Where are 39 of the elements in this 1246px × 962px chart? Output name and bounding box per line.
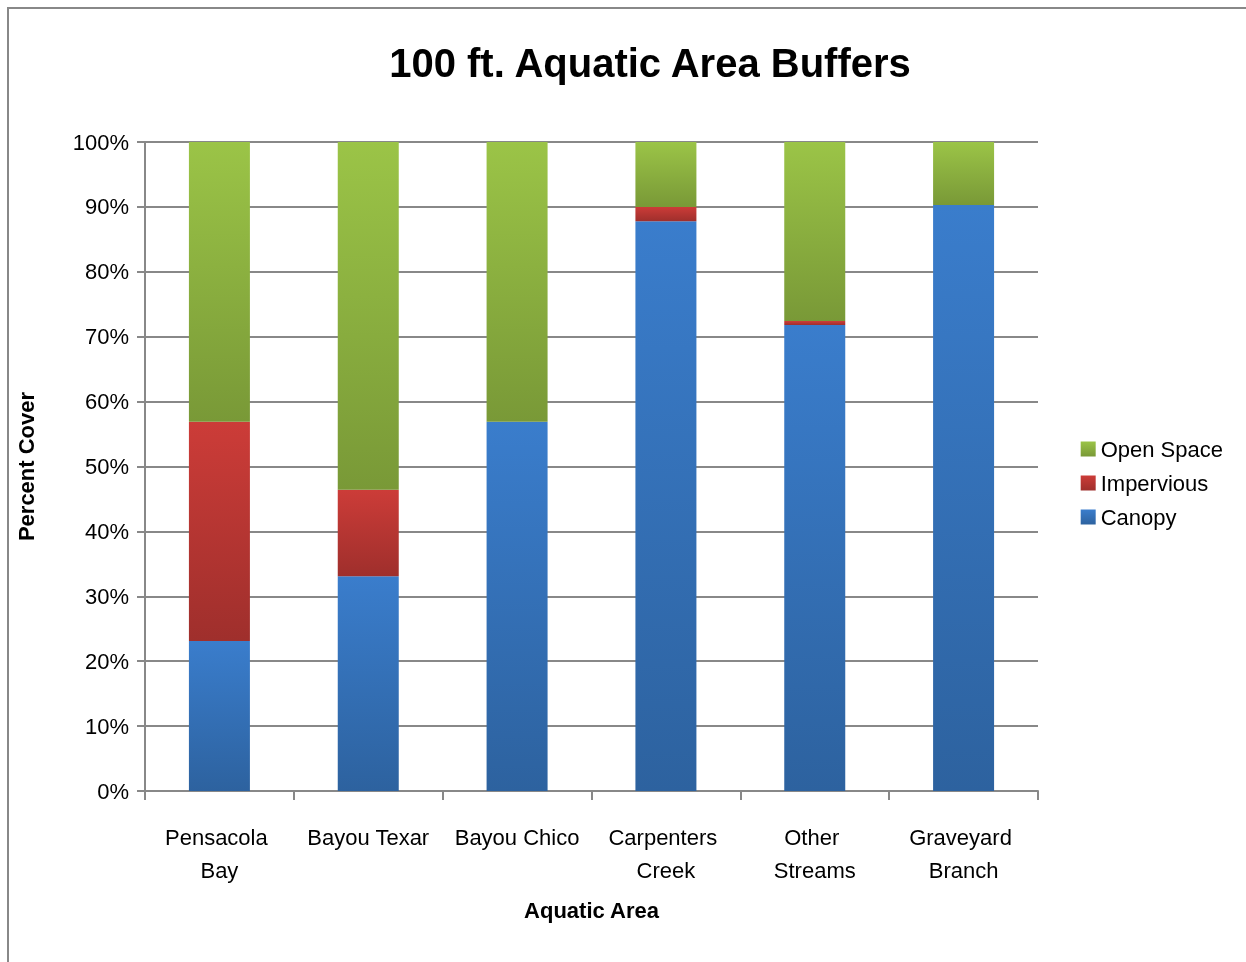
y-tick-label: 0% bbox=[97, 778, 129, 804]
bar bbox=[337, 576, 399, 791]
bar bbox=[337, 142, 399, 490]
x-tick-label: Graveyard Branch bbox=[909, 825, 1018, 883]
y-tick-label: 100% bbox=[72, 129, 129, 155]
bar bbox=[933, 204, 995, 791]
bar bbox=[635, 142, 697, 207]
x-tick-label: Carpenters Creek bbox=[608, 825, 724, 883]
bar bbox=[337, 489, 399, 577]
legend-label: Canopy bbox=[1100, 504, 1177, 530]
y-tick-label: 80% bbox=[84, 259, 129, 285]
bar bbox=[784, 325, 846, 791]
y-tick-label: 90% bbox=[84, 194, 129, 220]
bar bbox=[486, 421, 548, 791]
chart-title: 100 ft. Aquatic Area Buffers bbox=[389, 41, 911, 85]
y-tick-label: 70% bbox=[84, 324, 129, 350]
y-tick-label: 50% bbox=[84, 454, 129, 479]
y-tick-label: 10% bbox=[84, 713, 129, 739]
y-tick-label: 40% bbox=[84, 518, 129, 544]
x-tick-label: Other Streams bbox=[773, 825, 856, 883]
x-axis-title: Aquatic Area bbox=[524, 897, 660, 923]
legend-label: Open Space bbox=[1100, 436, 1223, 462]
x-tick-label: Bayou Chico bbox=[454, 825, 580, 850]
bar bbox=[188, 421, 250, 642]
bar bbox=[784, 142, 846, 322]
x-tick-label: Pensacola Bay bbox=[164, 825, 274, 883]
x-tick-label: Bayou Texar bbox=[307, 825, 430, 850]
bar bbox=[188, 142, 250, 422]
bar bbox=[486, 142, 548, 422]
y-axis-title: Percent Cover bbox=[13, 391, 39, 542]
bar bbox=[784, 321, 846, 326]
y-tick-label: 20% bbox=[84, 648, 129, 674]
bar bbox=[635, 206, 697, 222]
bar bbox=[188, 641, 250, 791]
y-tick-label: 60% bbox=[84, 389, 129, 415]
bar bbox=[635, 221, 697, 791]
legend-label: Impervious bbox=[1100, 470, 1209, 496]
y-tick-label: 30% bbox=[84, 583, 129, 609]
bar bbox=[933, 142, 995, 205]
